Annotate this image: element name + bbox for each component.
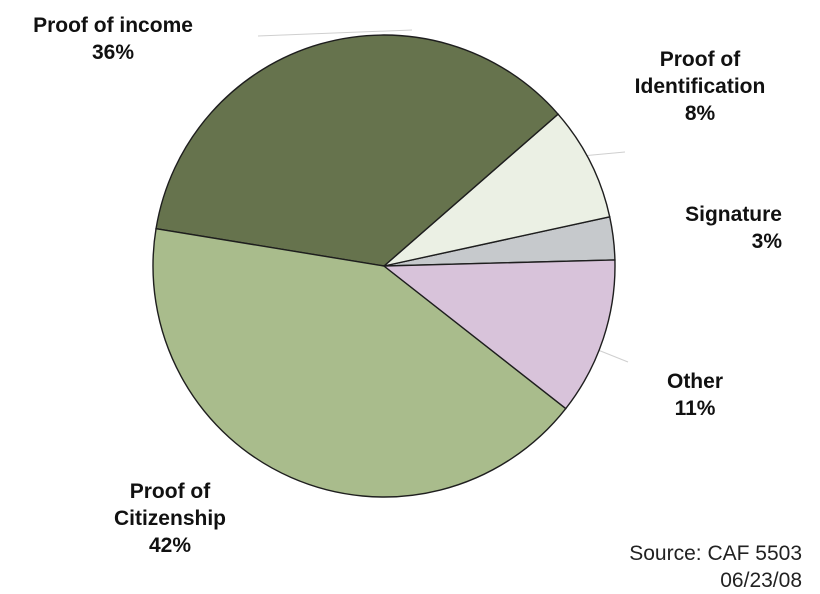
pie-slice-other — [382, 259, 616, 410]
slice-label-text: Identification — [634, 75, 766, 98]
slice-label-proof-of-citizenship: Proof of Citizenship 42% — [60, 478, 280, 559]
source-line: Source: CAF 5503 — [629, 542, 802, 565]
chart-stage: Proof of income 36% Proof of Identificat… — [8, 12, 802, 592]
slice-label-signature: Signature 3% — [612, 201, 782, 255]
slice-label-proof-of-income: Proof of income 36% — [8, 12, 218, 66]
slice-label-text: Proof of income — [33, 14, 193, 37]
pie-slice-proof-of-income — [155, 34, 560, 267]
slice-percent: 42% — [148, 534, 192, 557]
slice-label-proof-of-identification: Proof of Identification 8% — [600, 46, 800, 127]
pie-slice-proof-of-citizenship — [152, 227, 567, 498]
source-note: Source: CAF 5503 06/23/08 — [542, 540, 802, 594]
slice-label-text: Citizenship — [113, 507, 226, 530]
slice-label-text: Signature — [685, 203, 782, 226]
slice-percent: 8% — [684, 102, 716, 125]
pie-slice-proof-of-identification — [383, 113, 611, 267]
slice-label-text: Proof of — [659, 48, 741, 71]
slice-label-text: Proof of — [129, 480, 211, 503]
source-date: 06/23/08 — [720, 569, 802, 592]
slice-label-other: Other 11% — [630, 368, 760, 422]
slice-label-text: Other — [666, 370, 723, 393]
slice-percent: 36% — [91, 41, 135, 64]
pie-chart — [152, 29, 629, 498]
slice-percent: 3% — [751, 230, 782, 253]
leader-line — [597, 349, 629, 363]
slice-percent: 11% — [674, 397, 716, 420]
leader-line — [257, 29, 413, 37]
